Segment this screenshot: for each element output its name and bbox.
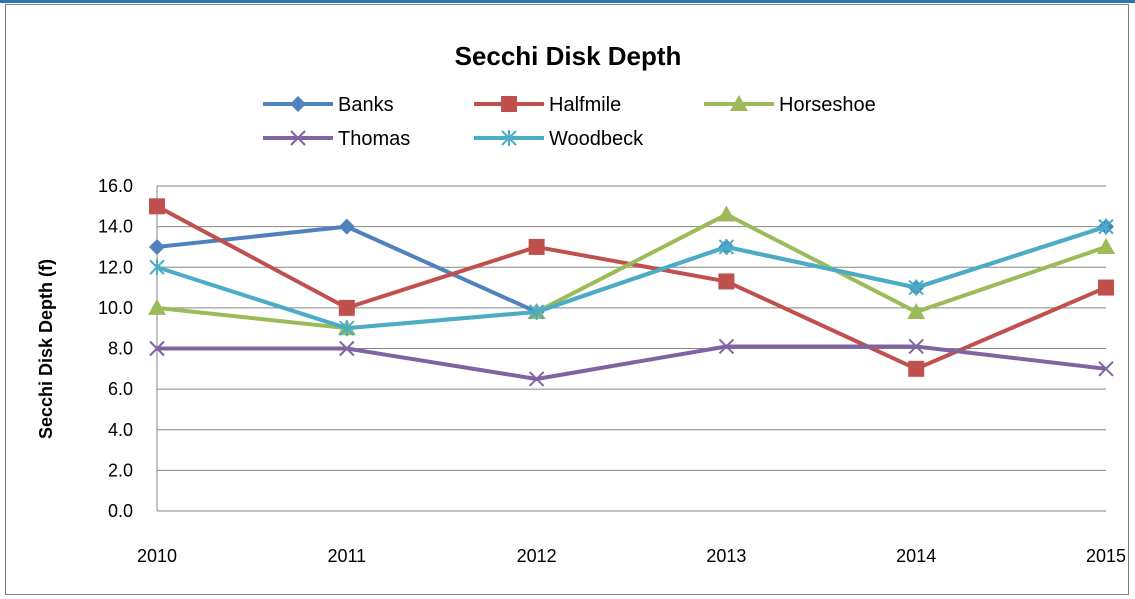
point-marker — [338, 218, 355, 235]
x-tick-label: 2014 — [896, 546, 936, 566]
point-marker — [908, 338, 924, 355]
point-marker — [730, 95, 748, 111]
series-thomas — [149, 338, 1114, 387]
y-tick-label: 8.0 — [108, 339, 133, 359]
series-line — [156, 224, 1107, 314]
point-marker — [501, 130, 517, 146]
y-tick-label: 4.0 — [108, 420, 133, 440]
point-marker — [149, 259, 165, 276]
legend-item-banks: Banks — [263, 94, 394, 116]
y-axis-label: Secchi Disk Depth (f) — [36, 259, 56, 439]
chart-title: Secchi Disk Depth — [455, 41, 682, 71]
point-marker — [290, 130, 306, 146]
y-tick-label: 0.0 — [108, 501, 133, 521]
point-marker — [718, 338, 735, 355]
legend: Banks Halfmile Horseshoe Thomas Woodbeck — [263, 94, 876, 150]
legend-label: Thomas — [338, 128, 410, 150]
series-lines — [148, 198, 1115, 387]
point-marker — [907, 302, 926, 319]
point-marker — [148, 298, 166, 315]
point-marker — [501, 96, 517, 112]
x-tick-label: 2015 — [1086, 546, 1126, 566]
point-marker — [908, 360, 925, 377]
point-marker — [149, 340, 165, 357]
legend-label: Woodbeck — [549, 128, 644, 150]
y-tick-label: 12.0 — [98, 257, 133, 277]
series-woodbeck — [149, 218, 1114, 337]
point-marker — [528, 238, 545, 255]
legend-item-thomas: Thomas — [263, 128, 410, 150]
legend-label: Halfmile — [549, 94, 621, 116]
legend-item-horseshoe: Horseshoe — [704, 94, 876, 116]
x-tick-label: 2012 — [517, 546, 557, 566]
legend-item-halfmile: Halfmile — [474, 94, 621, 116]
legend-label: Banks — [338, 94, 394, 116]
point-marker — [339, 320, 355, 337]
point-marker — [149, 198, 165, 215]
x-tick-label: 2013 — [706, 546, 746, 566]
x-axis-ticks: 2010 2011 2012 2013 2014 2015 — [137, 546, 1126, 566]
y-tick-label: 10.0 — [98, 298, 133, 318]
point-marker — [718, 238, 735, 255]
x-tick-label: 2010 — [137, 546, 177, 566]
legend-item-woodbeck: Woodbeck — [474, 128, 644, 150]
point-marker — [1098, 218, 1114, 235]
point-marker — [149, 238, 165, 255]
y-tick-label: 16.0 — [98, 176, 133, 196]
point-marker — [908, 279, 924, 296]
series-line — [157, 344, 1107, 381]
point-marker — [717, 205, 736, 222]
y-tick-label: 2.0 — [108, 460, 133, 480]
point-marker — [338, 299, 355, 316]
top-accent-line — [0, 0, 1135, 3]
y-tick-label: 14.0 — [98, 217, 133, 237]
point-marker — [528, 303, 545, 320]
legend-label: Horseshoe — [779, 94, 876, 116]
series-line — [156, 224, 1107, 331]
point-marker — [290, 96, 306, 112]
series-line — [156, 212, 1107, 331]
point-marker — [1098, 279, 1114, 296]
point-marker — [528, 371, 545, 387]
point-marker — [1097, 237, 1115, 254]
y-axis-ticks: 0.0 2.0 4.0 6.0 8.0 10.0 12.0 14.0 16.0 — [98, 176, 133, 521]
x-tick-label: 2011 — [327, 546, 366, 566]
point-marker — [718, 273, 735, 290]
y-tick-label: 6.0 — [108, 379, 133, 399]
point-marker — [339, 340, 355, 357]
point-marker — [1098, 361, 1114, 377]
